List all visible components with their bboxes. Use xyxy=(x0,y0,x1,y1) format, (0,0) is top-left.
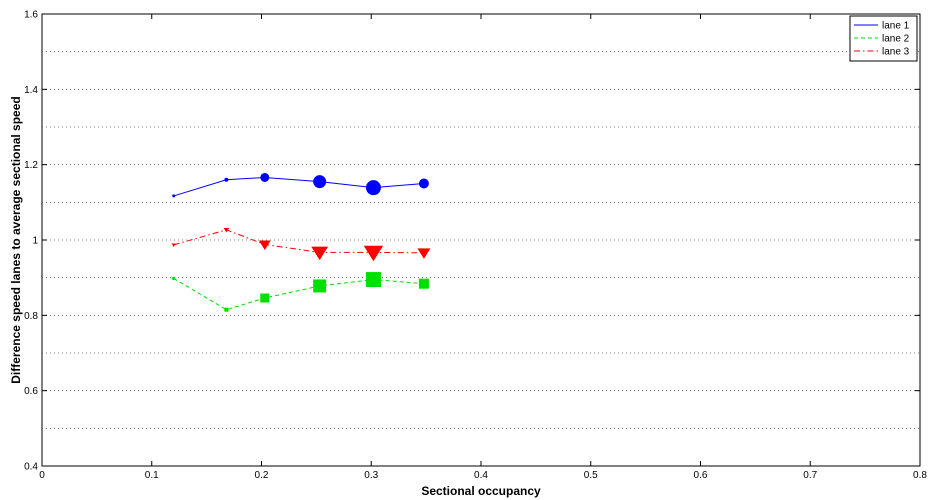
y-tick-label: 0.4 xyxy=(24,462,38,473)
y-tick-label: 1.6 xyxy=(24,10,38,21)
data-point xyxy=(171,243,176,247)
series-group xyxy=(171,172,431,312)
x-tick-label: 0.8 xyxy=(913,470,927,481)
x-tick-label: 0.3 xyxy=(364,470,378,481)
data-point xyxy=(418,178,429,189)
x-tick-label: 0.4 xyxy=(474,470,488,481)
x-tick-label: 0 xyxy=(39,470,45,481)
data-point xyxy=(365,272,381,288)
data-point xyxy=(313,279,327,293)
series-3 xyxy=(171,228,431,262)
series-2 xyxy=(172,272,429,312)
axes: 0 0.1 0.2 0.3 0.4 0.5 0.6 0.7 0.8 0.4 0.6 0.8 1 1.2 1.… xyxy=(24,10,927,482)
data-point xyxy=(417,248,431,259)
legend-label: lane 2 xyxy=(882,34,910,45)
data-point xyxy=(172,194,176,198)
data-point xyxy=(260,172,270,182)
data-point xyxy=(224,307,229,312)
plot-area xyxy=(41,13,921,467)
x-tick-label: 0.6 xyxy=(694,470,708,481)
y-tick-label: 1 xyxy=(32,236,38,247)
data-point xyxy=(224,177,229,182)
series-line xyxy=(173,277,424,311)
y-tick-label: 1.4 xyxy=(24,85,38,96)
data-point xyxy=(363,245,384,262)
data-point xyxy=(311,246,329,261)
x-tick-label: 0.5 xyxy=(584,470,598,481)
data-point xyxy=(172,276,176,280)
data-point xyxy=(313,175,327,189)
data-point xyxy=(223,228,230,233)
y-tick-label: 0.6 xyxy=(24,386,38,397)
legend: lane 1 lane 2 lane 3 xyxy=(849,15,918,62)
series-line xyxy=(173,176,424,197)
legend-label: lane 3 xyxy=(882,47,910,58)
series-line xyxy=(173,229,424,254)
series-1 xyxy=(172,172,429,198)
y-axis-label: Difference speed lanes to average sectio… xyxy=(9,96,23,383)
y-tick-label: 0.8 xyxy=(24,311,38,322)
data-point xyxy=(418,278,429,289)
x-tick-label: 0.2 xyxy=(255,470,269,481)
data-point xyxy=(365,180,381,196)
x-tick-label: 0.1 xyxy=(145,470,159,481)
y-tick-label: 1.2 xyxy=(24,160,38,171)
data-point xyxy=(258,240,271,250)
data-point xyxy=(260,293,270,303)
legend-label: lane 1 xyxy=(882,21,910,32)
x-tick-label: 0.7 xyxy=(803,470,817,481)
x-axis-label: Sectional occupancy xyxy=(421,484,541,498)
